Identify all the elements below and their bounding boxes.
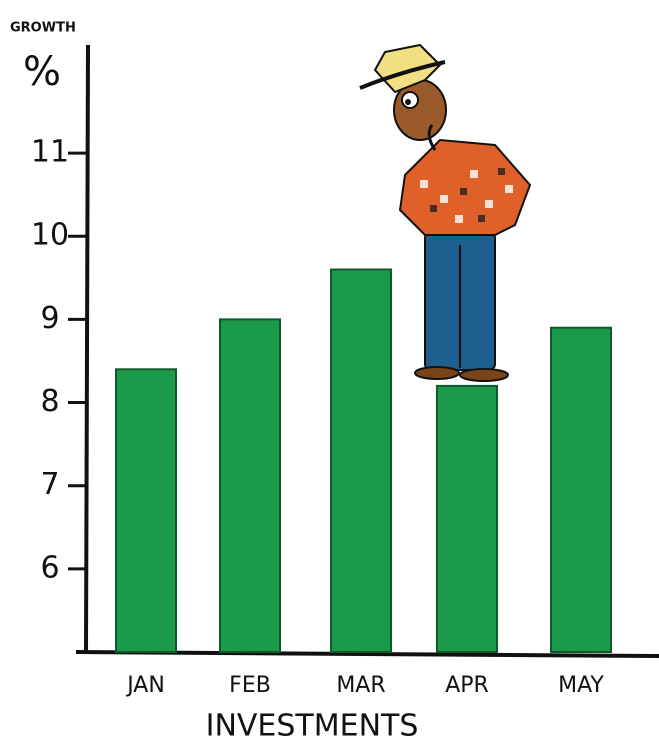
x-tick-label: APR — [445, 673, 489, 698]
y-tick-label: 6 — [40, 550, 59, 585]
y-tick-label: 11 — [31, 135, 69, 170]
bar — [115, 368, 177, 653]
y-tick-label: 8 — [40, 384, 59, 419]
x-tick-label: MAY — [558, 673, 604, 698]
x-axis-label: INVESTMENTS — [206, 709, 419, 744]
y-axis — [84, 44, 90, 653]
bar — [330, 268, 392, 653]
y-axis-unit: % — [23, 49, 61, 95]
y-axis-label: GROWTH — [10, 21, 76, 36]
bar — [219, 318, 281, 653]
x-tick-label: JAN — [125, 673, 165, 698]
cartoon-man — [359, 43, 532, 382]
x-tick-label: MAR — [336, 673, 385, 698]
y-tick-label: 9 — [40, 301, 59, 336]
bar — [550, 326, 612, 653]
bar — [436, 384, 498, 653]
y-tick-label: 10 — [31, 218, 69, 253]
y-tick-label: 7 — [40, 467, 59, 502]
x-tick-label: FEB — [229, 673, 271, 698]
bars — [115, 268, 612, 653]
